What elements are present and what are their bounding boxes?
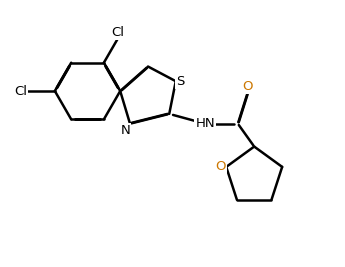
Text: O: O (216, 160, 226, 173)
Text: O: O (243, 80, 253, 93)
Text: N: N (120, 124, 130, 137)
Text: Cl: Cl (14, 85, 27, 97)
Text: S: S (176, 75, 184, 88)
Text: HN: HN (195, 117, 215, 130)
Text: Cl: Cl (111, 26, 124, 39)
